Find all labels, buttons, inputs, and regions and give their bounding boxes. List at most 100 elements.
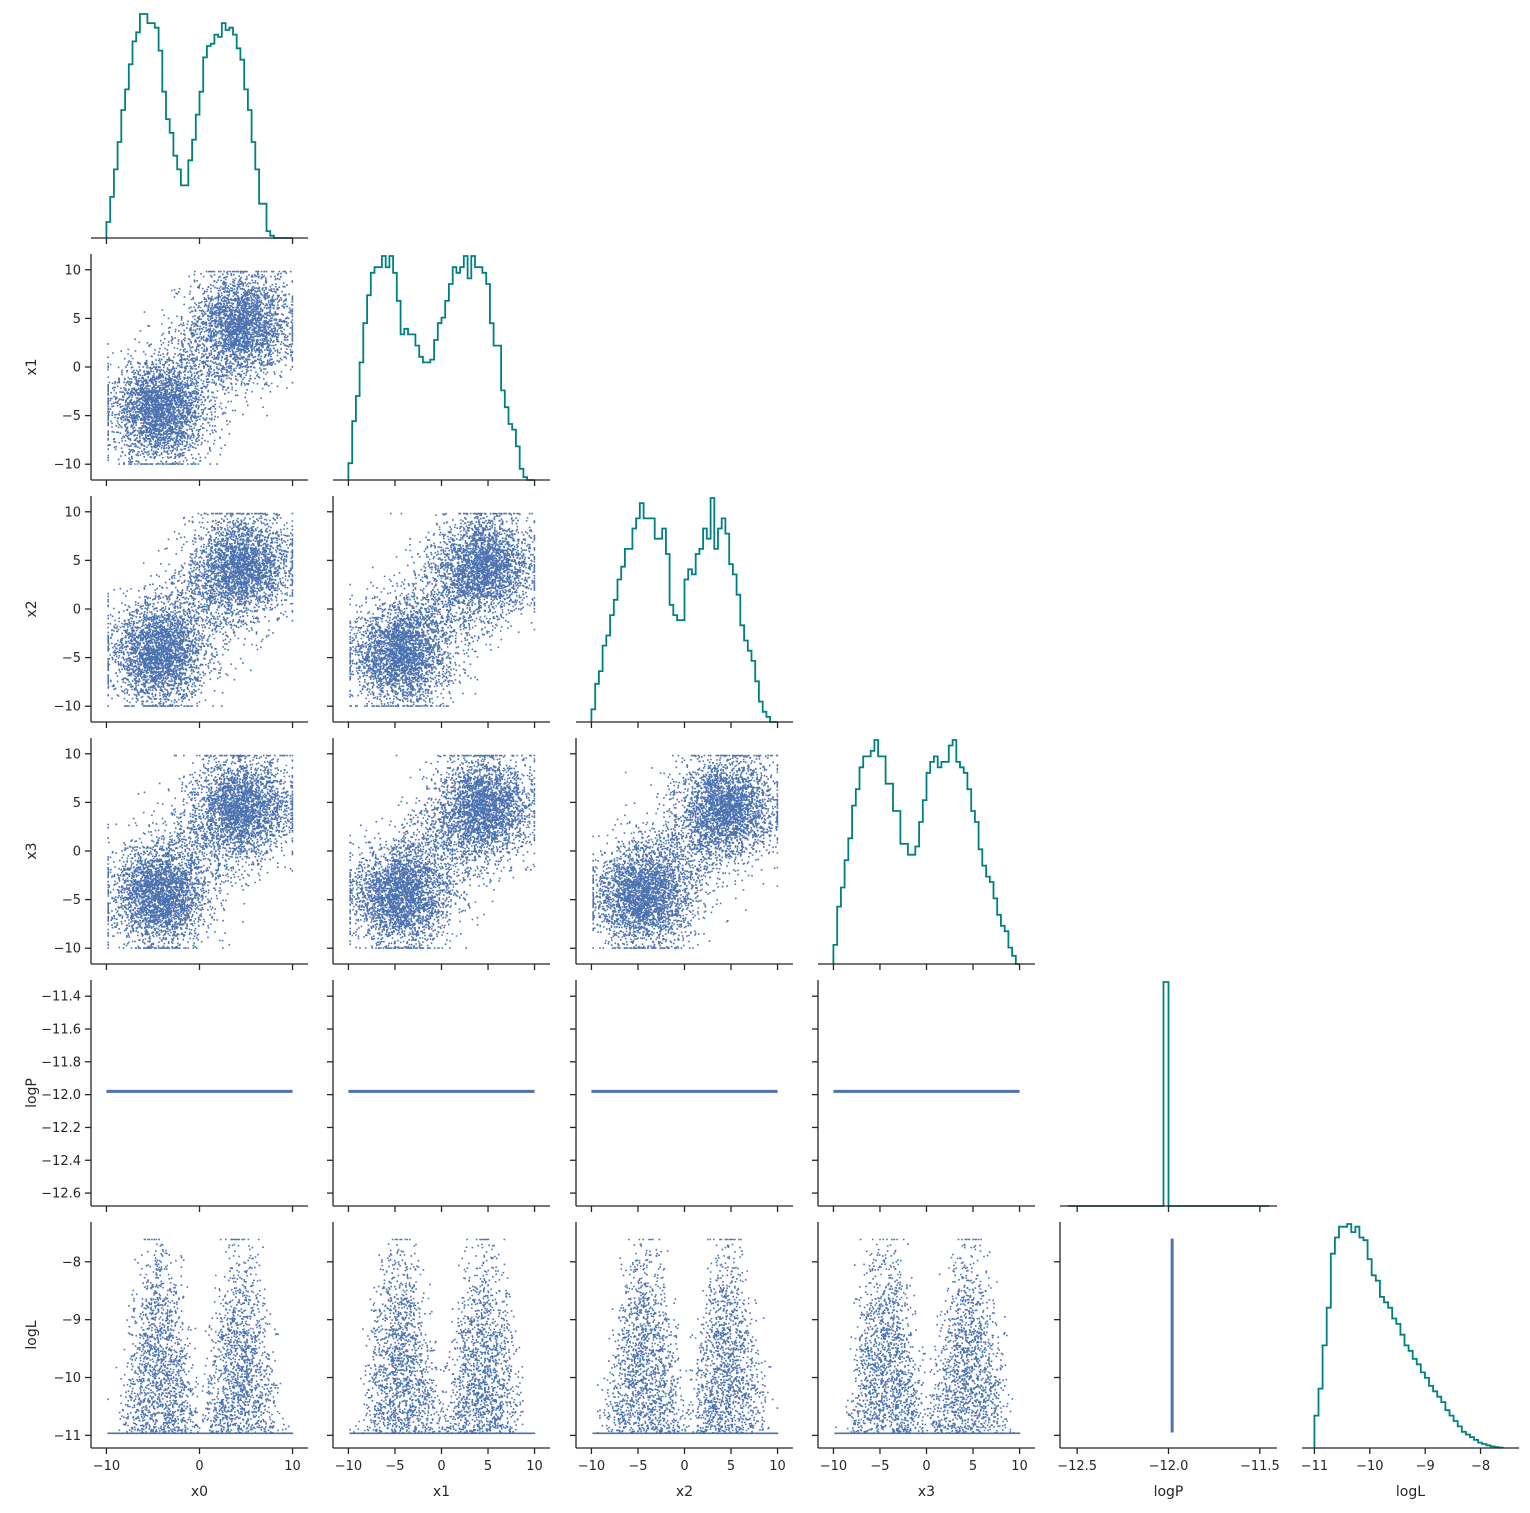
- y-tick-label: 10: [64, 505, 81, 520]
- y-tick-label: −10: [54, 700, 81, 715]
- x-tick-label: −8: [1471, 1459, 1490, 1474]
- y-tick-label: 10: [64, 747, 81, 762]
- scatter-points: [107, 1238, 294, 1435]
- x-axis-label: x0: [191, 1484, 208, 1500]
- panel-x1-vs-x0: −10 −5 0 5 10 x1: [24, 254, 308, 486]
- y-tick-label: 10: [64, 263, 81, 278]
- x-tick-label: −12.5: [1057, 1459, 1097, 1474]
- y-tick-label: −10: [54, 942, 81, 957]
- y-tick-label: −12.4: [41, 1154, 81, 1169]
- y-tick-label: 0: [73, 845, 81, 860]
- panel-logL-vs-logL: −11 −10 −9 −8: [1301, 1223, 1519, 1474]
- scatter-points: [349, 512, 536, 707]
- scatter-points: [107, 754, 294, 949]
- panel-logL-vs-x0: −10 0 10 −11 −10 −9 −8 logL: [24, 1222, 308, 1474]
- panel-x3-vs-x1: [327, 738, 550, 970]
- x-tick-label: 10: [284, 1459, 301, 1474]
- x-tick-label: 10: [769, 1459, 786, 1474]
- scatter-points: [349, 1238, 536, 1435]
- y-tick-label: −11: [54, 1429, 81, 1444]
- scatter-points: [107, 512, 294, 707]
- panel-x0-vs-x0: [91, 13, 308, 244]
- x-tick-label: −10: [1356, 1459, 1383, 1474]
- x-tick-label: −9: [1416, 1459, 1435, 1474]
- y-tick-label: −12.6: [41, 1187, 81, 1202]
- x-tick-label: −11: [1301, 1459, 1328, 1474]
- panel-logP-vs-x1: [327, 980, 550, 1212]
- x-tick-label: 0: [680, 1459, 688, 1474]
- x-tick-label: 5: [969, 1459, 977, 1474]
- x-tick-label: 0: [922, 1459, 930, 1474]
- panel-logP-vs-logP: [1060, 981, 1277, 1212]
- y-tick-label: 5: [73, 796, 81, 811]
- panel-logP-vs-x2: [570, 980, 793, 1212]
- panel-x3-vs-x3: [818, 739, 1035, 970]
- y-tick-label: −10: [54, 1371, 81, 1386]
- panel-x2-vs-x1: [327, 496, 550, 728]
- x-tick-label: 5: [484, 1459, 492, 1474]
- scatter-points: [834, 1238, 1021, 1435]
- y-tick-label: −12.0: [41, 1088, 81, 1103]
- panel-logL-vs-x2: −10 −5 0 5 10: [570, 1222, 793, 1474]
- x-tick-label: 5: [727, 1459, 735, 1474]
- panel-logL-vs-x3: −10 −5 0 5 10: [812, 1222, 1035, 1474]
- panel-logL-vs-x1: −10 −5 0 5 10: [327, 1222, 550, 1474]
- panel-x2-vs-x2: [576, 497, 793, 728]
- y-tick-label: −11.8: [41, 1055, 81, 1070]
- x-tick-label: 10: [1011, 1459, 1028, 1474]
- x-axis-label: logP: [1154, 1484, 1184, 1500]
- y-tick-label: −9: [62, 1313, 81, 1328]
- x-tick-label: 0: [195, 1459, 203, 1474]
- panel-logL-vs-logP: −12.5 −12.0 −11.5: [1054, 1222, 1280, 1474]
- x-tick-label: −11.5: [1240, 1459, 1280, 1474]
- x-tick-label: −10: [578, 1459, 605, 1474]
- x-tick-label: −10: [93, 1459, 120, 1474]
- x-tick-label: 0: [437, 1459, 445, 1474]
- y-axis-label: x2: [24, 600, 40, 617]
- panel-x3-vs-x0: −10 −5 0 5 10 x3: [24, 738, 308, 970]
- y-tick-label: 0: [73, 603, 81, 618]
- y-tick-label: −10: [54, 458, 81, 473]
- x-tick-label: −12.0: [1149, 1459, 1189, 1474]
- panel-x1-vs-x1: [333, 255, 550, 486]
- y-tick-label: 0: [73, 361, 81, 376]
- y-tick-label: −5: [62, 409, 81, 424]
- y-tick-label: 5: [73, 312, 81, 327]
- y-tick-label: 5: [73, 554, 81, 569]
- y-axis-label: logL: [24, 1320, 40, 1349]
- x-tick-label: −5: [385, 1459, 404, 1474]
- scatter-points: [107, 270, 294, 465]
- x-tick-label: −5: [628, 1459, 647, 1474]
- panel-logP-vs-x0: −12.6 −12.4 −12.2 −12.0 −11.8 −11.6 −11.4 logP: [24, 980, 308, 1212]
- x-tick-label: 10: [526, 1459, 543, 1474]
- scatter-points: [592, 1238, 779, 1435]
- x-tick-label: −10: [820, 1459, 847, 1474]
- y-tick-label: −5: [62, 893, 81, 908]
- x-axis-label: x2: [676, 1484, 693, 1500]
- y-tick-label: −5: [62, 651, 81, 666]
- panel-x3-vs-x2: [570, 738, 793, 970]
- histogram-x2: [590, 497, 778, 723]
- y-tick-label: −11.4: [41, 990, 81, 1005]
- y-tick-label: −12.2: [41, 1121, 81, 1136]
- panel-x2-vs-x0: −10 −5 0 5 10 x2: [24, 496, 308, 728]
- x-axis-label: logL: [1396, 1484, 1425, 1500]
- histogram-x3: [832, 739, 1020, 965]
- y-axis-label: x3: [24, 842, 40, 859]
- scatter-points: [592, 754, 779, 949]
- y-axis-label: x1: [24, 358, 40, 375]
- x-tick-label: −5: [870, 1459, 889, 1474]
- histogram-logP: [1068, 981, 1269, 1207]
- y-axis-label: logP: [24, 1078, 40, 1108]
- scatter-points: [349, 754, 536, 949]
- x-axis-label: x3: [918, 1484, 935, 1500]
- y-tick-label: −8: [62, 1255, 81, 1270]
- histogram-x1: [347, 255, 535, 481]
- y-tick-label: −11.6: [41, 1023, 81, 1038]
- x-axis-label: x1: [433, 1484, 450, 1500]
- panel-logP-vs-x3: [812, 980, 1035, 1212]
- histogram-logL: [1313, 1223, 1504, 1449]
- x-tick-label: −10: [335, 1459, 362, 1474]
- histogram-x0: [105, 13, 293, 239]
